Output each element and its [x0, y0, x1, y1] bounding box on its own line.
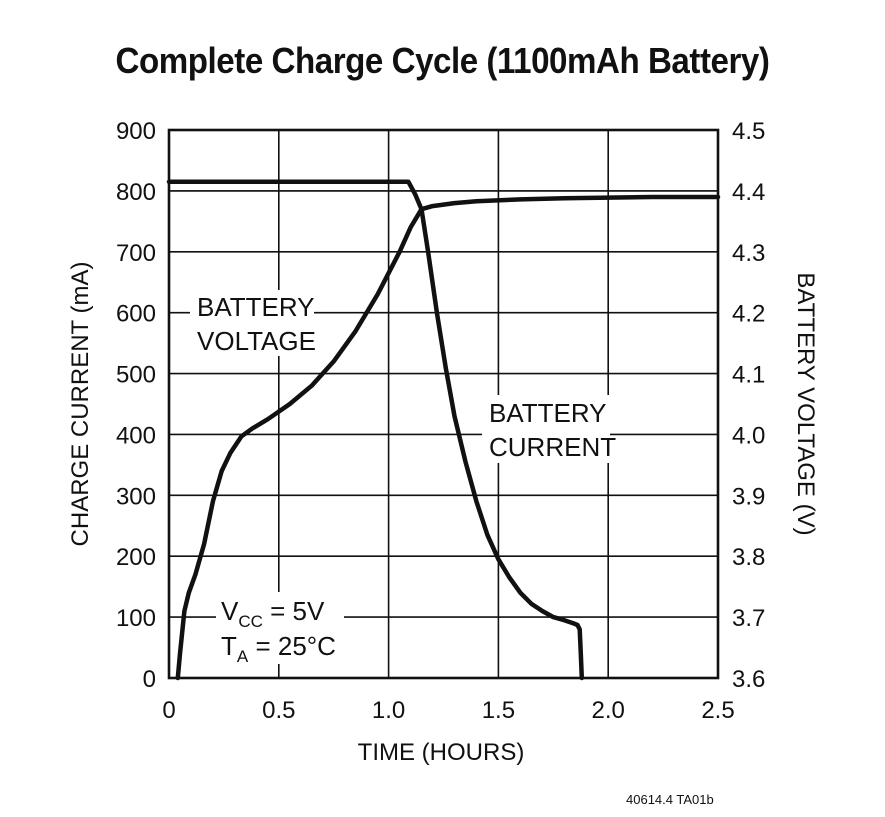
y-right-tick-label: 4.0: [732, 422, 765, 449]
voltage-label-line1: BATTERY: [197, 292, 315, 322]
x-tick-label: 0: [162, 697, 175, 724]
ta-value: = 25°C: [248, 631, 336, 661]
reference-code: 40614.4 TA01b: [626, 792, 714, 807]
x-axis-title: TIME (HOURS): [358, 739, 525, 766]
y-right-tick-label: 4.4: [732, 179, 765, 206]
y-left-tick-label: 100: [116, 605, 156, 632]
current-label-line2: CURRENT: [489, 432, 616, 462]
series-group: [166, 179, 721, 681]
plot-border: [167, 128, 720, 680]
y-right-axis-title: BATTERY VOLTAGE (V): [792, 272, 819, 535]
y-left-tick-label: 500: [116, 362, 156, 389]
y-right-tick-label: 3.9: [732, 483, 765, 510]
vcc-symbol: V: [221, 596, 239, 626]
voltage-label-line2: VOLTAGE: [197, 326, 316, 356]
y-left-tick-label: 800: [116, 179, 156, 206]
y-right-tick-labels: 3.6 3.7 3.8 3.9 4.0 4.1 4.2 4.3 4.4 4.5: [732, 118, 765, 693]
y-right-tick-label: 3.7: [732, 605, 765, 632]
y-left-tick-labels: 0 100 200 300 400 500 600 700 800 900: [116, 118, 156, 693]
x-tick-label: 0.5: [262, 697, 295, 724]
y-right-tick-label: 4.2: [732, 301, 765, 328]
series-line-battery-current: [166, 179, 585, 681]
y-left-tick-label: 700: [116, 240, 156, 267]
chart-title: Complete Charge Cycle (1100mAh Battery): [115, 40, 770, 81]
vcc-subscript: CC: [238, 612, 263, 631]
x-tick-label: 1.0: [372, 697, 405, 724]
vcc-value: = 5V: [263, 596, 325, 626]
ta-condition: TA = 25°C: [221, 631, 336, 666]
x-tick-label: 2.5: [701, 697, 734, 724]
ta-symbol: T: [221, 631, 237, 661]
y-left-tick-label: 200: [116, 544, 156, 571]
y-left-axis-title: CHARGE CURRENT (mA): [67, 262, 94, 547]
y-left-tick-label: 300: [116, 483, 156, 510]
voltage-label-bg: [190, 290, 314, 356]
x-tick-label: 2.0: [592, 697, 625, 724]
y-left-tick-label: 400: [116, 422, 156, 449]
y-right-tick-label: 4.3: [732, 240, 765, 267]
vcc-condition: VCC = 5V: [221, 596, 325, 631]
conditions-bg: [216, 592, 344, 664]
series-line-battery-voltage: [175, 194, 721, 681]
y-right-tick-label: 4.5: [732, 118, 765, 145]
y-left-tick-label: 600: [116, 301, 156, 328]
x-tick-labels: 0 0.5 1.0 1.5 2.0 2.5: [162, 697, 734, 724]
ta-subscript: A: [237, 647, 249, 666]
current-label-line1: BATTERY: [489, 398, 607, 428]
y-left-tick-label: 0: [143, 666, 156, 693]
current-label-bg: [482, 395, 610, 463]
y-left-tick-label: 900: [116, 118, 156, 145]
y-right-tick-label: 3.8: [732, 544, 765, 571]
y-right-tick-label: 3.6: [732, 666, 765, 693]
y-right-tick-label: 4.1: [732, 362, 765, 389]
x-tick-label: 1.5: [482, 697, 515, 724]
plot-frame: [167, 128, 720, 680]
